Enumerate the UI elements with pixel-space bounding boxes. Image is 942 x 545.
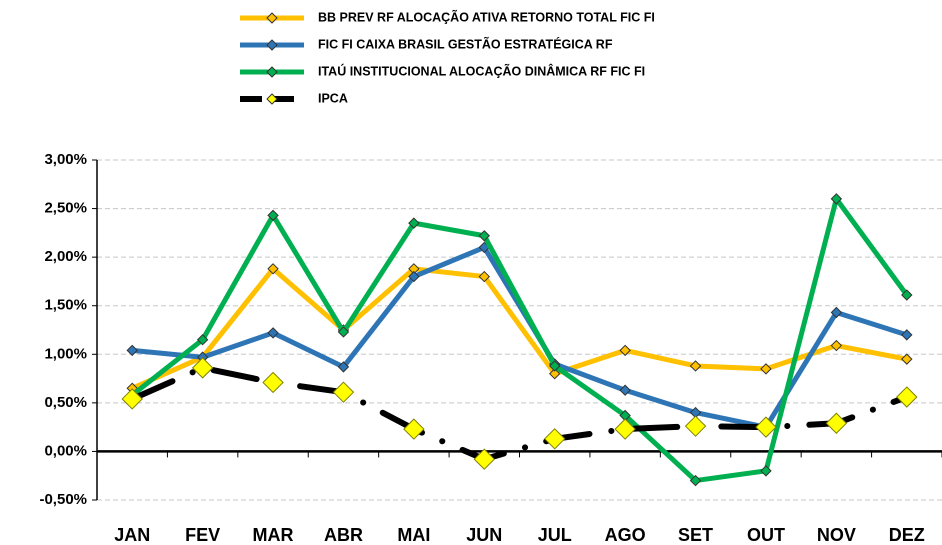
marker: [549, 360, 561, 372]
x-tick-label: SET: [678, 525, 713, 545]
marker: [332, 381, 355, 403]
legend-marker: [266, 66, 278, 78]
marker: [689, 474, 702, 487]
x-tick-label: JAN: [114, 525, 150, 545]
y-tick-label: -0,50%: [39, 491, 87, 508]
marker: [196, 334, 209, 346]
marker: [825, 412, 848, 434]
marker: [267, 327, 279, 339]
marker: [408, 217, 420, 229]
x-tick-label: DEZ: [889, 525, 925, 545]
y-tick-label: 0,00%: [44, 442, 87, 459]
legend-label: ITAÚ INSTITUCIONAL ALOCAÇÃO DINÂMICA RF …: [318, 63, 645, 78]
marker: [544, 428, 566, 450]
y-tick-label: 1,50%: [44, 297, 87, 314]
marker: [191, 357, 214, 379]
marker: [337, 361, 350, 373]
legend-label: FIC FI CAIXA BRASIL GESTÃO ESTRATÉGICA R…: [318, 36, 613, 51]
y-tick-label: 1,00%: [44, 345, 87, 362]
y-tick-label: 2,50%: [44, 200, 87, 217]
marker: [760, 465, 772, 477]
x-tick-label: AGO: [605, 525, 646, 545]
marker: [684, 415, 707, 437]
series-line: [131, 266, 908, 391]
series-line: [131, 244, 908, 430]
x-tick-label: MAR: [253, 525, 294, 545]
marker: [901, 329, 913, 341]
legend-marker: [266, 12, 278, 24]
marker: [760, 363, 772, 375]
marker: [830, 339, 843, 352]
x-tick-label: NOV: [817, 525, 856, 545]
legend-label: BB PREV RF ALOCAÇÃO ATIVA RETORNO TOTAL …: [318, 9, 655, 24]
marker: [121, 388, 143, 410]
y-tick-label: 2,00%: [44, 248, 87, 265]
marker: [549, 368, 561, 380]
legend-marker: [266, 39, 278, 51]
marker: [337, 326, 350, 338]
marker: [755, 416, 777, 438]
x-tick-label: JUL: [538, 525, 572, 545]
marker: [830, 306, 843, 319]
marker: [901, 289, 913, 301]
x-tick-label: JUN: [466, 525, 502, 545]
marker: [689, 360, 702, 372]
x-tick-label: FEV: [185, 525, 220, 545]
marker: [408, 270, 420, 283]
x-tick-label: ABR: [324, 525, 363, 545]
marker: [126, 344, 138, 357]
marker: [901, 353, 913, 365]
marker: [830, 193, 843, 205]
marker: [614, 418, 636, 440]
marker: [478, 230, 490, 242]
marker: [267, 263, 279, 275]
legend-label: IPCA: [318, 91, 348, 105]
x-tick-label: MAI: [397, 525, 430, 545]
x-tick-label: OUT: [747, 525, 785, 545]
marker: [262, 371, 284, 394]
marker: [896, 386, 918, 408]
marker: [267, 209, 279, 222]
marker: [619, 384, 631, 396]
series-line: [130, 196, 909, 484]
y-tick-label: 0,50%: [44, 394, 87, 411]
marker: [473, 448, 495, 470]
legend-marker: [266, 93, 278, 105]
marker: [619, 344, 631, 357]
y-tick-label: 3,00%: [44, 151, 87, 168]
marker: [403, 418, 425, 440]
marker: [478, 270, 490, 283]
